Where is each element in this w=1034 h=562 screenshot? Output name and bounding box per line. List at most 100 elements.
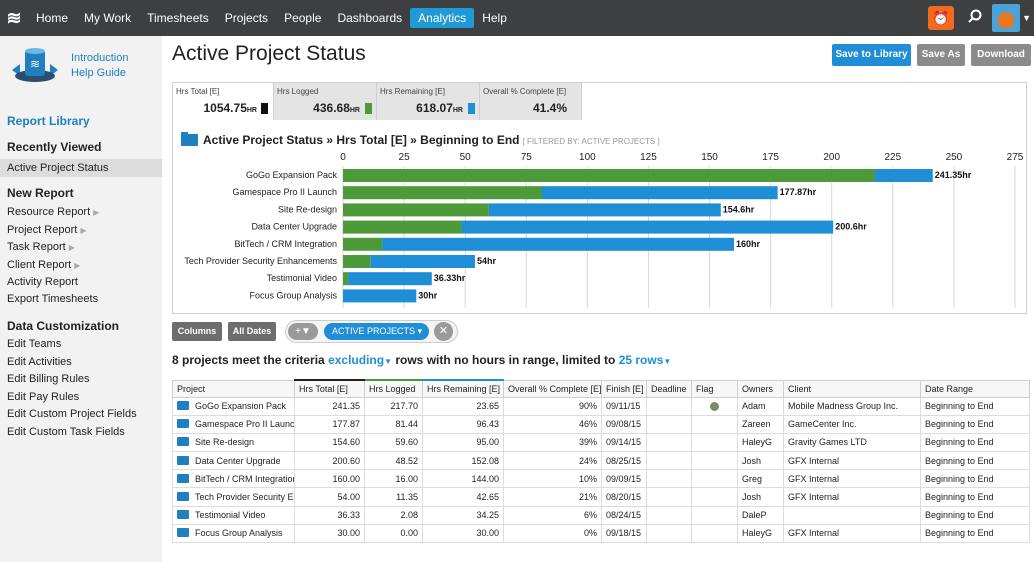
metric-label: Overall % Complete [E]	[483, 87, 567, 96]
edit-custom-project-fields-link[interactable]: Edit Custom Project Fields	[7, 408, 137, 420]
new-client-report-link[interactable]: Client Report ▶	[7, 259, 80, 271]
cell-project[interactable]: Tech Provider Security Enhancements	[172, 487, 295, 507]
sidebar: ≋ Introduction Help Guide Report Library…	[0, 36, 162, 562]
page-title: Active Project Status	[172, 42, 366, 65]
x-tick-label: 50	[460, 152, 472, 163]
table-row[interactable]: Site Re-design 154.60 59.60 95.00 39% 09/14/1…	[172, 432, 1030, 453]
nav-dashboards[interactable]: Dashboards	[337, 11, 403, 25]
cell-flag[interactable]	[691, 505, 738, 525]
col-hrs-total[interactable]: Hrs Total [E]	[294, 379, 365, 398]
intro-line[interactable]: Introduction	[71, 52, 129, 64]
cell-remaining: 144.00	[422, 469, 504, 489]
cell-flag[interactable]	[691, 414, 738, 434]
nav-my-work[interactable]: My Work	[84, 11, 132, 25]
download-button[interactable]: Download	[971, 44, 1031, 66]
new-task-report-link[interactable]: Task Report ▶	[7, 241, 75, 253]
metric-number: 618.07	[416, 101, 453, 115]
table-row[interactable]: GoGo Expansion Pack 241.35 217.70 23.65 90% 0…	[172, 396, 1030, 416]
cell-project[interactable]: Gamespace Pro II Launch	[172, 414, 295, 434]
table-row[interactable]: Gamespace Pro II Launch 177.87 81.44 96.43 4…	[172, 414, 1030, 434]
cell-flag[interactable]	[691, 432, 738, 453]
cell-project[interactable]: Data Center Upgrade	[172, 451, 295, 471]
help-guide-line[interactable]: Help Guide	[71, 67, 127, 79]
bar-data-label: 160hr	[736, 239, 761, 249]
metric-label: Hrs Remaining [E]	[380, 87, 445, 96]
col-overall-complete[interactable]: Overall % Complete [E]	[503, 379, 602, 398]
nav-analytics[interactable]: Analytics	[410, 8, 475, 28]
table-row[interactable]: Testimonial Video 36.33 2.08 34.25 6% 08/24/1…	[172, 505, 1030, 525]
report-library-link[interactable]: Report Library	[7, 114, 90, 128]
edit-billing-rules-link[interactable]: Edit Billing Rules	[7, 373, 90, 385]
avatar[interactable]	[992, 4, 1021, 32]
cell-flag[interactable]	[691, 487, 738, 507]
new-resource-report-link[interactable]: Resource Report ▶	[7, 206, 99, 218]
table-row[interactable]: BitTech / CRM Integration 160.00 16.00 144.…	[172, 469, 1030, 489]
nav-projects[interactable]: Projects	[224, 11, 269, 25]
row-limit-dropdown[interactable]: 25 rows▼	[619, 353, 672, 367]
cell-logged: 0.00	[364, 523, 423, 544]
alarm-clock-icon[interactable]: ⏰	[928, 6, 955, 30]
cell-finish: 09/11/15	[601, 396, 647, 416]
all-dates-button[interactable]: All Dates	[228, 322, 276, 341]
table-row[interactable]: Focus Group Analysis 30.00 0.00 30.00 0% 09/1…	[172, 523, 1030, 544]
cell-project[interactable]: GoGo Expansion Pack	[172, 396, 295, 416]
flag-icon[interactable]	[710, 402, 719, 412]
new-report-heading: New Report	[7, 186, 74, 200]
export-timesheets-link[interactable]: Export Timesheets	[7, 293, 99, 305]
metric-overall-complete[interactable]: Overall % Complete [E] 41.4%	[480, 83, 582, 120]
table-row[interactable]: Data Center Upgrade 200.60 48.52 152.08 24% 0…	[172, 451, 1030, 471]
col-hrs-remaining[interactable]: Hrs Remaining [E]	[422, 379, 504, 398]
chevron-down-icon[interactable]: ▼	[1022, 13, 1031, 23]
cell-flag[interactable]	[691, 451, 738, 471]
excluding-dropdown[interactable]: excluding▼	[328, 353, 392, 367]
edit-teams-link[interactable]: Edit Teams	[7, 338, 62, 350]
metric-value: 1054.75HR	[203, 101, 257, 115]
edit-custom-task-fields-link[interactable]: Edit Custom Task Fields	[7, 426, 125, 438]
filter-icon[interactable]: +▼	[288, 323, 318, 340]
cell-flag[interactable]	[691, 523, 738, 544]
col-owners[interactable]: Owners	[737, 379, 784, 398]
nav-home[interactable]: Home	[36, 11, 69, 25]
save-to-library-button[interactable]: Save to Library	[832, 44, 911, 66]
legend-swatch-logged	[365, 103, 372, 114]
nav-people[interactable]: People	[284, 11, 322, 25]
caret-down-icon: ▼	[384, 357, 393, 366]
nav-help[interactable]: Help	[482, 11, 507, 25]
nav-timesheets[interactable]: Timesheets	[147, 11, 209, 25]
metric-hrs-total[interactable]: Hrs Total [E] 1054.75HR	[173, 83, 274, 120]
edit-pay-rules-link[interactable]: Edit Pay Rules	[7, 391, 80, 403]
table-row[interactable]: Tech Provider Security Enhancements54.00…	[172, 487, 1030, 507]
cell-project[interactable]: Focus Group Analysis	[172, 523, 295, 544]
category-label: BitTech / CRM Integration	[234, 239, 337, 249]
col-client[interactable]: Client	[783, 379, 921, 398]
metric-hrs-logged[interactable]: Hrs Logged 436.68HR	[274, 83, 377, 120]
edit-activities-link[interactable]: Edit Activities	[7, 356, 72, 368]
cell-project[interactable]: Testimonial Video	[172, 505, 295, 525]
intro-help-guide-link[interactable]: ≋ Introduction Help Guide	[6, 46, 156, 90]
cell-project[interactable]: Site Re-design	[172, 432, 295, 453]
active-projects-filter-pill[interactable]: ACTIVE PROJECTS ▾	[324, 323, 429, 340]
cell-flag[interactable]	[691, 469, 738, 489]
metric-hrs-remaining[interactable]: Hrs Remaining [E] 618.07HR	[377, 83, 480, 120]
top-navigation-bar: ≋ Home My Work Timesheets Projects Peopl…	[0, 0, 1034, 36]
save-as-button[interactable]: Save As	[917, 44, 965, 66]
cell-logged: 81.44	[364, 414, 423, 434]
col-hrs-logged[interactable]: Hrs Logged	[364, 379, 423, 398]
col-deadline[interactable]: Deadline	[646, 379, 692, 398]
col-date-range[interactable]: Date Range	[920, 379, 1030, 398]
cell-project[interactable]: BitTech / CRM Integration	[172, 469, 295, 489]
search-icon[interactable]	[968, 9, 982, 28]
columns-button[interactable]: Columns	[172, 322, 222, 341]
new-project-report-link[interactable]: Project Report ▶	[7, 224, 86, 236]
filter-pill-label: ACTIVE PROJECTS	[332, 326, 416, 336]
col-finish[interactable]: Finish [E]	[601, 379, 647, 398]
activity-report-link[interactable]: Activity Report	[7, 276, 78, 288]
x-tick-label: 250	[946, 152, 963, 163]
col-project[interactable]: Project	[172, 379, 295, 398]
recent-item-active-project-status[interactable]: Active Project Status	[7, 162, 109, 174]
app-logo-icon[interactable]: ≋	[6, 7, 22, 28]
close-icon[interactable]: ✕	[434, 322, 453, 341]
col-flag[interactable]: Flag	[691, 379, 738, 398]
metric-unit: HR	[452, 107, 463, 114]
cell-flag[interactable]	[691, 396, 738, 416]
